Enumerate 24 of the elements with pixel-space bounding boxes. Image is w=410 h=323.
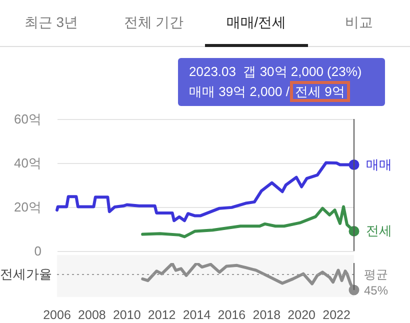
x-tick-label: 2022 [322, 308, 350, 322]
y-tick-label: 0 [34, 244, 42, 258]
series-label: 전세 [366, 223, 392, 238]
x-tick-label: 2012 [148, 308, 176, 322]
x-tick-label: 2006 [43, 308, 71, 322]
text: 전세 9억 [293, 84, 347, 99]
text: 전체 기간 [122, 13, 185, 32]
y-tick-label: 60억 [14, 112, 42, 126]
x-tick-label: 2010 [112, 308, 141, 322]
text: 비교 [344, 13, 374, 32]
x-tick-label: 2016 [218, 308, 246, 322]
x-tick-label: 2018 [252, 308, 281, 322]
y-tick-label: 20억 [14, 200, 42, 214]
text: 매매 39억 2,000 / [189, 84, 290, 99]
y-tick-label: 40억 [14, 156, 42, 170]
ref-line-label: 평균 45% [364, 267, 388, 298]
text: 2023.03 갭 30억 2,000 (23%) [189, 63, 363, 81]
text: 최근 3년 [23, 13, 80, 32]
y-axis-title: 전세가율 [0, 266, 52, 282]
series-label: 매매 [366, 156, 392, 172]
x-tick-label: 2014 [182, 308, 211, 322]
x-tick-label: 2008 [78, 308, 106, 322]
x-tick-label: 2020 [288, 308, 316, 322]
text: 매매/전세 [205, 0, 308, 47]
